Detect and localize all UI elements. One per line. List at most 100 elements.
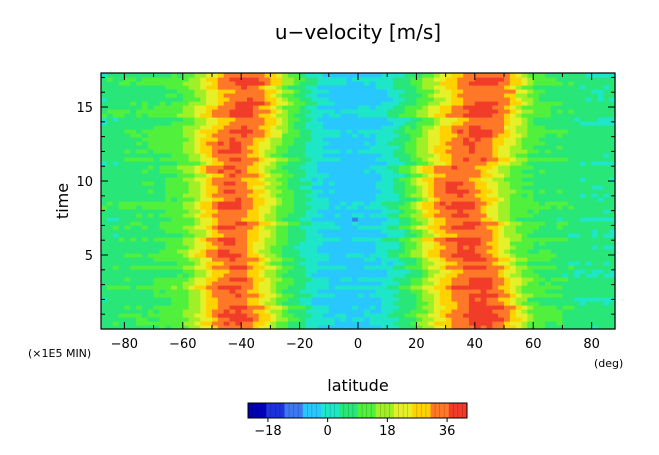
heatmap-cell [194,125,201,130]
heatmap-cell [609,277,616,282]
heatmap-cell [322,161,330,166]
heatmap-cell [124,185,131,190]
heatmap-cell [247,109,254,114]
heatmap-cell [346,205,353,210]
heatmap-cell [130,149,137,154]
heatmap-cell [346,241,353,246]
heatmap-cell [153,297,161,302]
heatmap-cell [486,133,493,138]
heatmap-cell [118,309,125,314]
heatmap-cell [317,257,324,262]
heatmap-cell [358,265,365,270]
heatmap-cell [159,113,166,118]
heatmap-cell [533,265,540,270]
heatmap-cell [118,241,125,246]
heatmap-cell [136,217,143,222]
heatmap-cell [322,201,330,206]
heatmap-cell [439,325,447,330]
heatmap-cell [363,189,371,194]
heatmap-cell [416,253,423,258]
heatmap-cell [229,177,236,182]
heatmap-cell [106,229,114,234]
heatmap-cell [153,125,161,130]
heatmap-cell [112,185,120,190]
heatmap-cell [305,165,312,170]
heatmap-cell [474,185,482,190]
heatmap-cell [597,169,604,174]
heatmap-cell [381,297,388,302]
heatmap-cell [556,161,564,166]
heatmap-cell [223,193,231,198]
heatmap-cell [358,173,365,178]
heatmap-cell [235,229,242,234]
heatmap-cell [363,253,371,258]
heatmap-cell [474,285,482,290]
heatmap-cell [247,281,254,286]
heatmap-cell [305,105,312,110]
heatmap-cell [299,221,307,226]
heatmap-cell [153,173,161,178]
heatmap-cell [474,277,482,282]
heatmap-cell [124,169,131,174]
heatmap-cell [270,245,277,250]
heatmap-cell [358,101,365,106]
heatmap-cell [556,317,564,322]
heatmap-cell [328,237,336,242]
heatmap-cell [147,273,155,278]
heatmap-cell [264,305,271,310]
heatmap-cell [124,193,131,198]
heatmap-cell [597,257,604,262]
heatmap-cell [521,201,528,206]
heatmap-cell [568,261,575,266]
heatmap-cell [609,257,616,262]
heatmap-cell [504,225,511,230]
heatmap-cell [515,125,523,130]
heatmap-cell [393,133,400,138]
heatmap-cell [498,297,505,302]
heatmap-cell [533,129,540,134]
heatmap-cell [241,301,248,306]
heatmap-cell [463,101,470,106]
heatmap-cell [235,165,242,170]
heatmap-cell [130,209,137,214]
heatmap-cell [264,213,271,218]
heatmap-cell [451,197,458,202]
heatmap-cell [223,257,231,262]
heatmap-cell [363,249,371,254]
heatmap-cell [182,197,190,202]
heatmap-cell [422,281,429,286]
heatmap-cell [574,309,581,314]
heatmap-cell [556,289,564,294]
heatmap-cell [398,281,406,286]
heatmap-cell [410,297,418,302]
heatmap-cell [404,213,412,218]
heatmap-cell [369,129,377,134]
heatmap-cell [539,169,546,174]
heatmap-cell [200,285,207,290]
heatmap-cell [544,205,552,210]
heatmap-cell [258,285,266,290]
heatmap-cell [317,149,324,154]
heatmap-cell [381,113,388,118]
heatmap-cell [404,285,412,290]
heatmap-cell [539,297,546,302]
heatmap-cell [276,273,283,278]
heatmap-cell [369,225,377,230]
heatmap-cell [369,301,377,306]
heatmap-cell [153,153,161,158]
heatmap-cell [241,133,248,138]
heatmap-cell [451,249,458,254]
heatmap-cell [293,233,301,238]
heatmap-cell [416,129,423,134]
heatmap-cell [188,237,196,242]
heatmap-cell [223,289,231,294]
heatmap-cell [153,245,161,250]
heatmap-cell [153,313,161,318]
heatmap-cell [515,237,523,242]
heatmap-cell [597,245,604,250]
heatmap-cell [579,225,587,230]
heatmap-cell [492,269,499,274]
heatmap-cell [533,161,540,166]
heatmap-cell [556,129,564,134]
heatmap-cell [340,181,347,186]
